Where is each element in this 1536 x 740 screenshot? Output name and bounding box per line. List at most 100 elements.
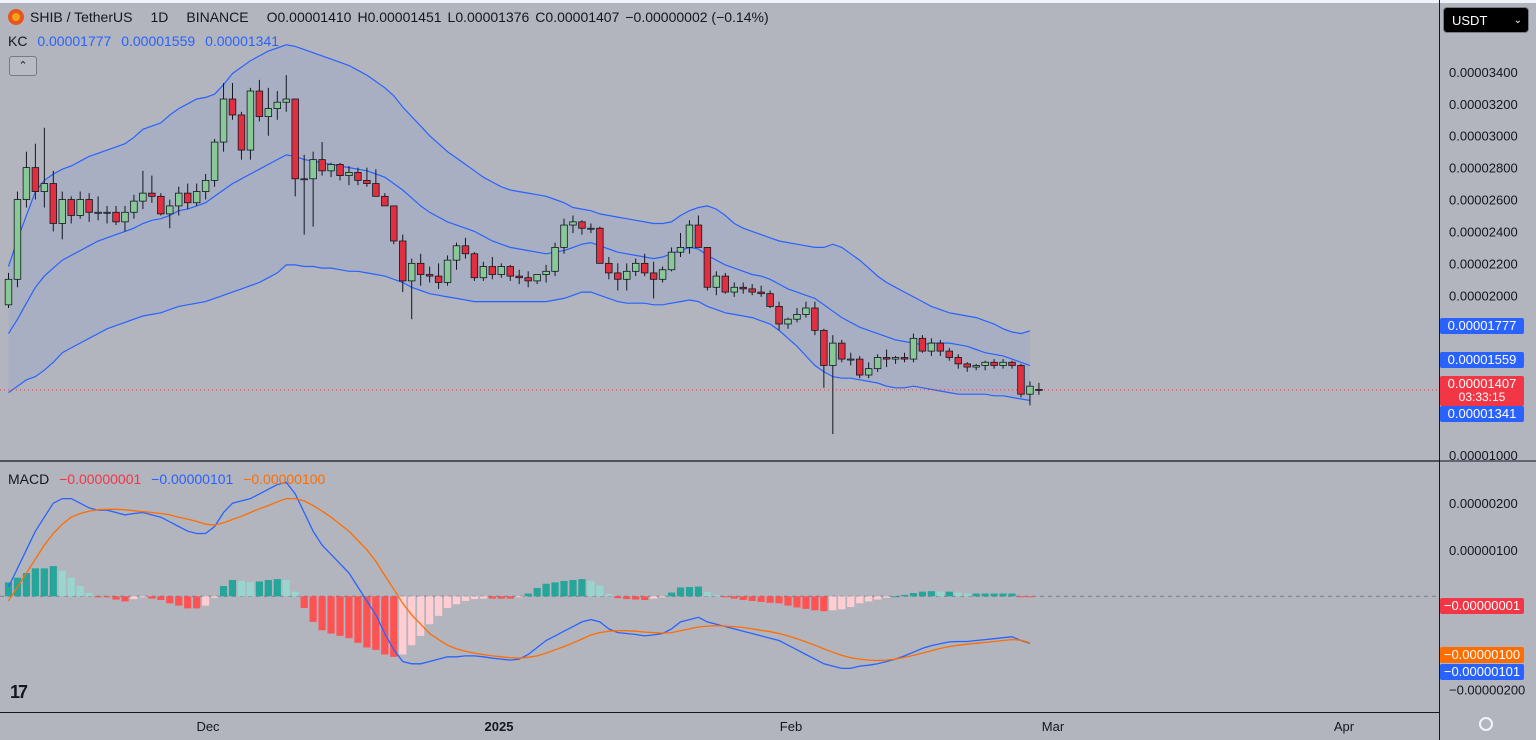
macd-histogram-bar [94,596,102,598]
macd-histogram-bar [103,596,111,598]
candle-body [802,307,810,315]
candle-body [237,114,246,151]
candle-body [390,205,398,242]
candle-body [210,141,219,181]
settings-gear-icon[interactable] [1479,717,1493,731]
candle-body [157,195,165,215]
interval-label[interactable]: 1D [150,9,169,25]
macd-histogram-bar [139,596,147,598]
macd-histogram-bar [874,596,882,600]
candle-body [847,358,855,361]
macd-histogram-bar [658,596,667,598]
candle-body [927,342,936,352]
macd-histogram-bar [291,591,299,597]
macd-histogram-bar [560,580,568,597]
candle-countdown: 03:33:15 [1458,390,1506,404]
candle-body [4,278,13,306]
macd-histogram-bar [766,596,774,603]
candle-body [372,183,380,197]
candle-body [148,192,156,197]
macd-histogram-bar [193,596,201,609]
candle-body [1008,361,1016,366]
kc-upper-line [7,44,1031,335]
macd-histogram-bar [255,581,263,597]
collapse-legend-button[interactable]: ⌃ [9,56,37,76]
candle-body [981,361,989,366]
candle-body [246,90,255,151]
macd-histogram-bar [533,587,541,597]
macd-axis-label: 0.00000100 [1449,543,1518,558]
macd-histogram-bar [434,596,443,616]
macd-histogram-bar [4,582,13,597]
candle-body [300,178,308,181]
candle-body [569,221,577,226]
macd-legend[interactable]: MACD −0.00000001 −0.00000101 −0.00000100 [8,471,325,487]
macd-histogram-bar [336,596,344,636]
candle-body [381,195,389,207]
macd-histogram-bar [712,594,720,597]
candle-body [318,159,326,172]
macd-histogram-bar [354,596,362,643]
kc-legend[interactable]: KC 0.00001777 0.00001559 0.00001341 [8,33,279,49]
candle-body [76,199,84,216]
macd-histogram-bar [76,586,84,597]
symbol-name[interactable]: SHIB / TetherUS [30,9,133,25]
macd-histogram-bar [228,580,237,597]
macd-histogram-bar [694,586,703,597]
candle-body [479,266,488,279]
candle-body [614,272,622,280]
candle-body [183,192,192,204]
macd-histogram-bar [246,582,255,597]
macd-histogram-bar [641,596,649,601]
candle-body [175,192,183,207]
candle-body [640,262,649,274]
currency-select[interactable]: USDT ⌄ [1443,7,1529,33]
macd-histogram-bar [739,596,747,601]
macd-histogram-bar [22,573,31,597]
macd-histogram-bar [273,579,281,597]
tradingview-logo[interactable]: 17 [10,682,28,702]
candle-body [820,329,828,366]
kc-label: KC [8,33,28,49]
kc-upper-value: 0.00001777 [37,33,112,49]
time-axis-label: Feb [780,719,802,734]
candle-body [793,314,801,320]
chevron-down-icon: ⌄ [1513,15,1522,26]
ohlc-low: L0.00001376 [447,9,530,25]
macd-histogram-bar [49,566,57,597]
macd-histogram-bar [390,596,398,657]
macd-histogram-bar [856,596,864,604]
candle-body [264,108,273,117]
candle-body [354,172,362,181]
macd-histogram-bar [479,596,487,599]
candle-body [676,246,685,253]
macd-histogram-bar [542,583,550,597]
candle-body [703,246,712,288]
candle-body [1026,385,1034,395]
kc-upper-price-tag: 0.00001777 [1440,318,1524,334]
macd-histogram-bar [300,596,308,608]
kc-middle-price-tag: 0.00001559 [1440,352,1524,368]
price-axis-label: 0.00003400 [1449,65,1518,80]
price-axis-label: 0.00001000 [1449,448,1518,463]
candle-body [990,361,998,366]
macd-histogram-bar [1026,596,1034,598]
candle-body [94,211,102,214]
last-price-value: 0.00001407 [1447,376,1517,391]
last-price-tag: 0.00001407 03:33:15 [1440,376,1524,406]
macd-histogram-bar [927,591,935,597]
macd-histogram-bar [121,596,129,602]
candle-body [291,98,299,180]
price-axis-label: 0.00003200 [1449,97,1518,112]
macd-histogram-bar [685,587,694,597]
candle-body [282,98,290,103]
time-axis-label: 2025 [485,719,514,734]
candle-body [85,199,93,213]
candle-body [327,164,335,172]
macd-value-tag: −0.00000101 [1440,664,1524,680]
candle-body [506,266,514,277]
macd-histogram-bar [730,596,738,599]
macd-histogram-bar [775,596,783,604]
